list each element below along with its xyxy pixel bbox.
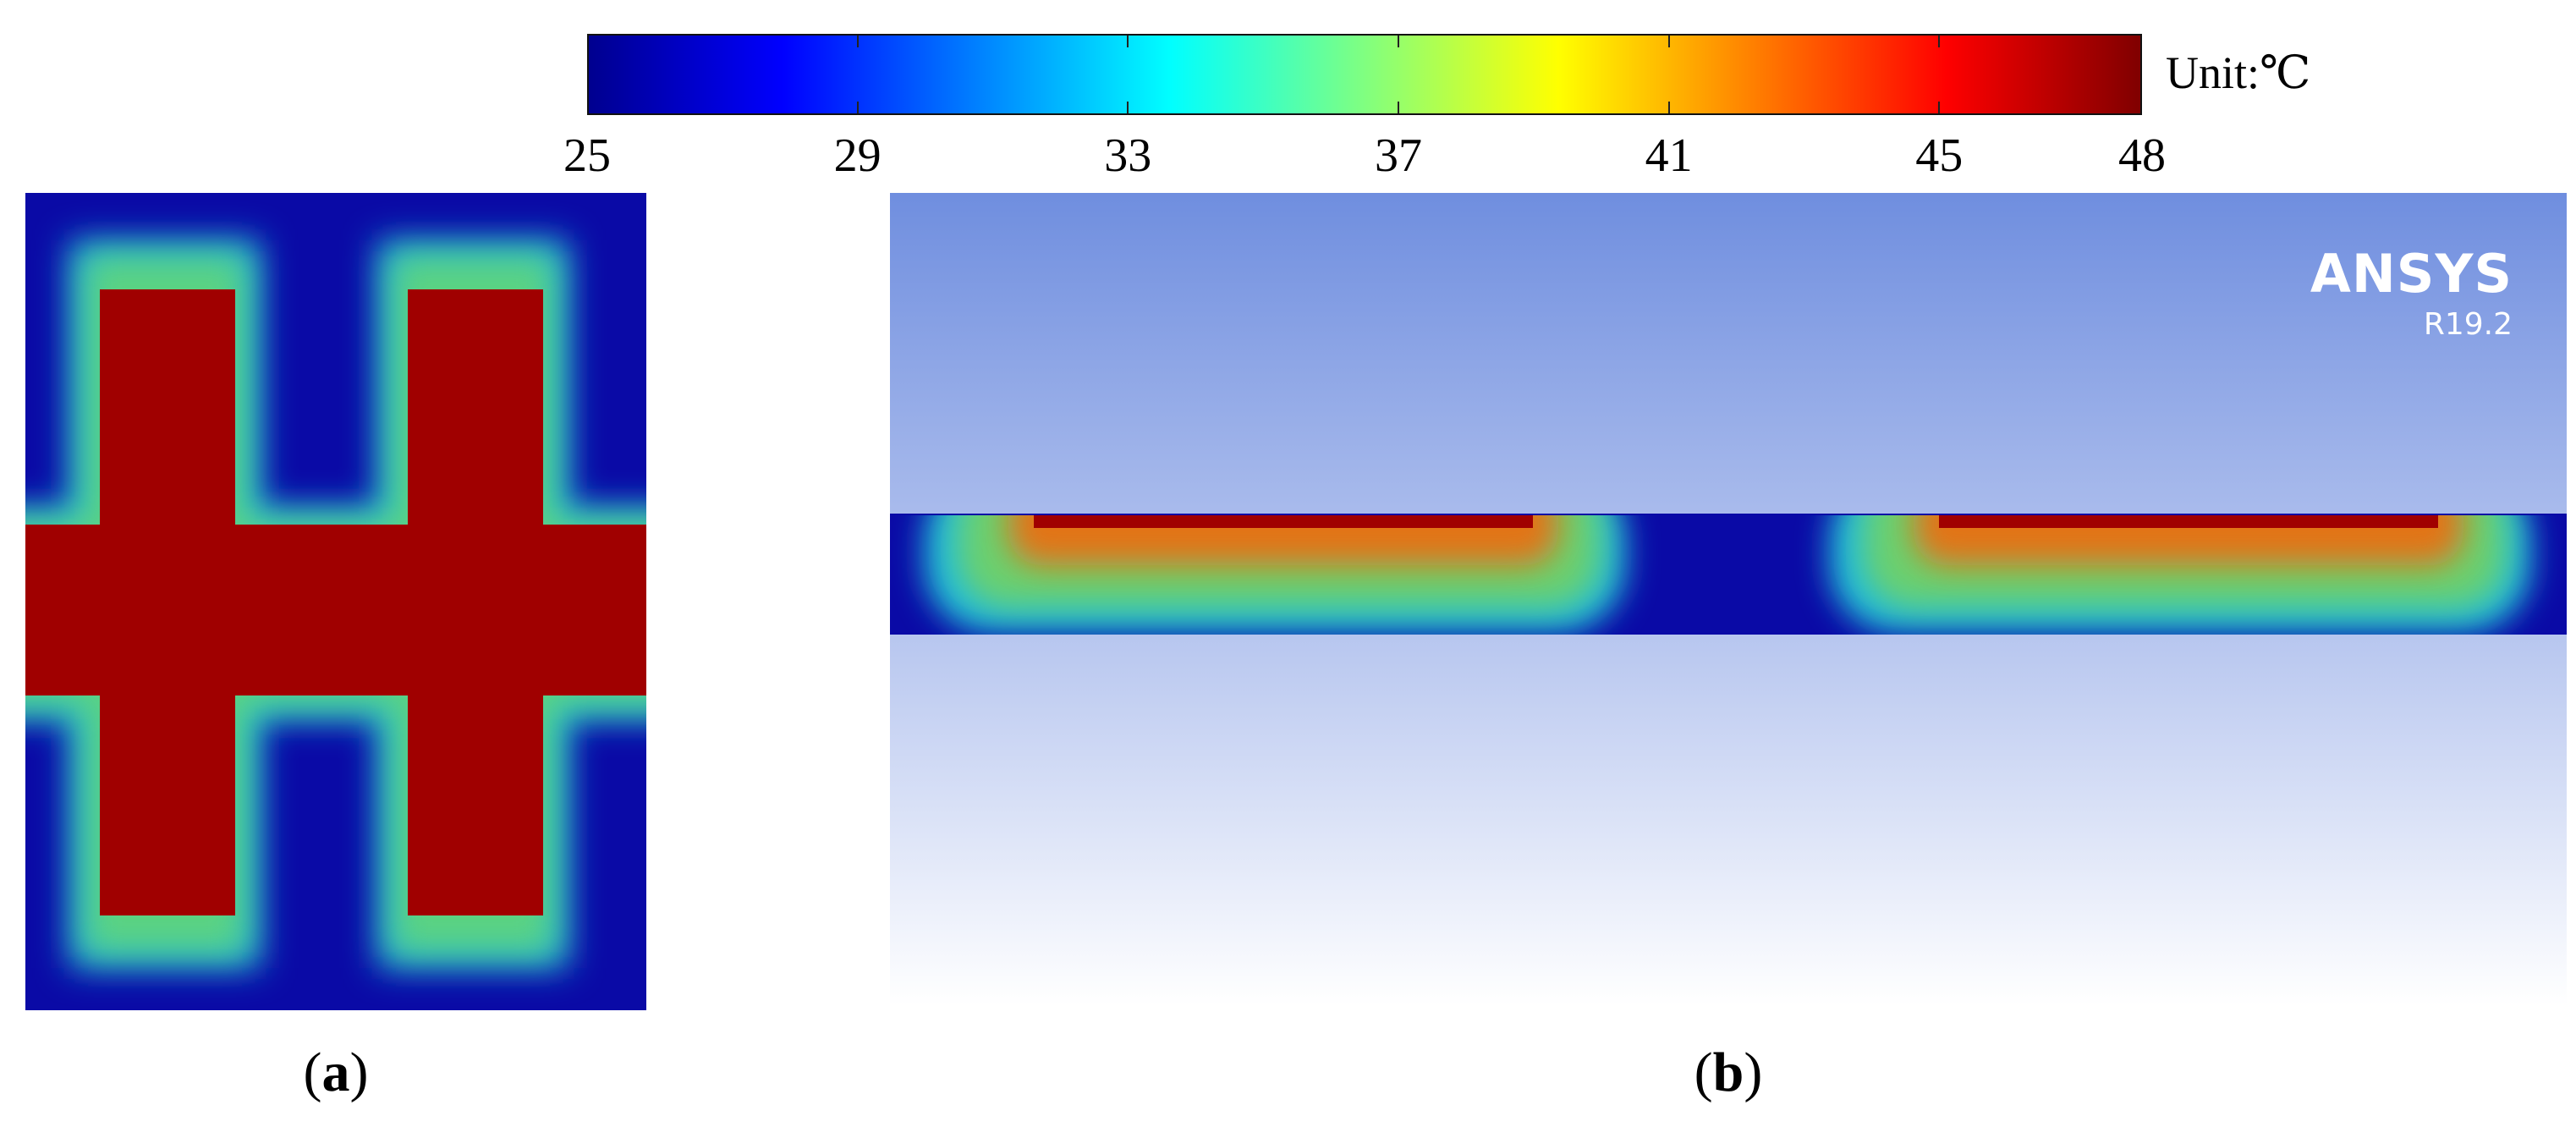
colorbar-tickmark (1667, 36, 1670, 47)
panel-a-top-view (25, 193, 646, 1010)
colorbar-tick-label: 33 (1104, 129, 1152, 182)
panel-b-tag-letter: b (1712, 1042, 1744, 1103)
colorbar-tick-label: 25 (563, 129, 611, 182)
colorbar-tickmark (1938, 102, 1941, 113)
panel-b-sky-upper (890, 193, 2567, 514)
colorbar-unit-label: Unit:℃ (2166, 47, 2311, 98)
colorbar-tickmark (1938, 36, 1941, 47)
colorbar-tickmark (1127, 102, 1129, 113)
panel-b-tag-close: ) (1744, 1042, 1763, 1103)
panel-b-tag: (b) (1694, 1039, 1763, 1107)
panel-b-heaters (1034, 514, 2438, 528)
panel-a-tag-letter: a (321, 1042, 350, 1103)
colorbar-tick-label: 41 (1645, 129, 1693, 182)
panel-b-tag-open: ( (1694, 1042, 1713, 1103)
colorbar-tick-label: 29 (833, 129, 882, 182)
colorbar (587, 34, 2142, 115)
colorbar-tick-label: 37 (1374, 129, 1422, 182)
panel-a-tag-close: ) (349, 1042, 369, 1103)
panel-a-tag: (a) (304, 1039, 369, 1107)
panel-b-cross-section (890, 193, 2567, 1005)
colorbar-tickmark (1127, 36, 1129, 47)
panel-b-sky-lower (890, 635, 2567, 1005)
colorbar-tickmark (856, 102, 859, 113)
colorbar-tickmark (1397, 102, 1399, 113)
panel-a-heater-pattern (25, 289, 646, 915)
colorbar-tick-label: 45 (1915, 129, 1964, 182)
colorbar-tickmark (1397, 36, 1399, 47)
colorbar-tickmark (856, 36, 859, 47)
colorbar-tick-label: 48 (2118, 129, 2166, 182)
colorbar-tickmark (1667, 102, 1670, 113)
panel-a-tag-open: ( (303, 1042, 322, 1103)
